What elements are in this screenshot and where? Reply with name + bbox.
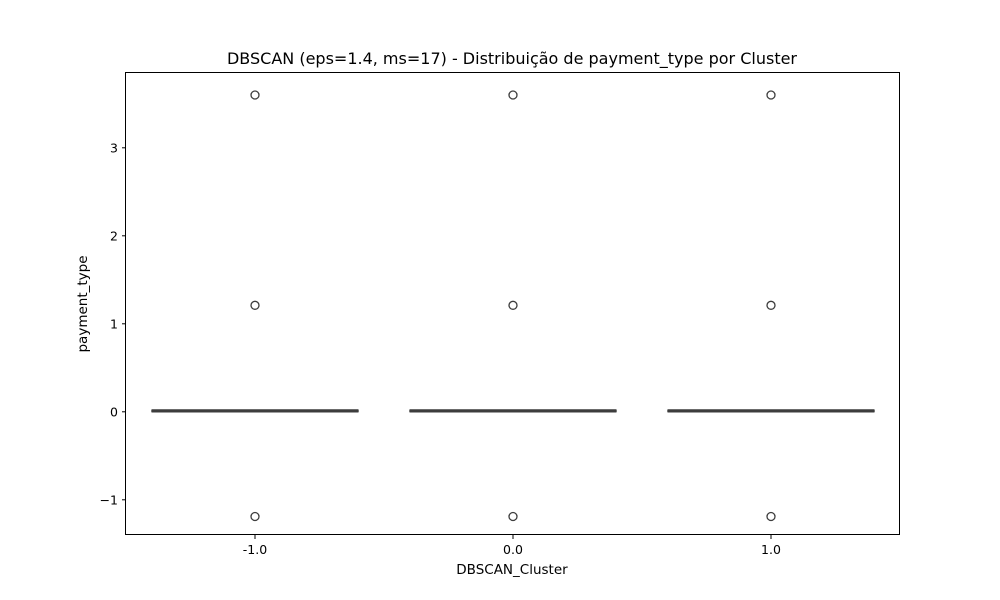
y-tick-label: 3 bbox=[110, 140, 118, 155]
outlier-point bbox=[508, 90, 518, 100]
y-tick-label: 0 bbox=[110, 404, 118, 419]
y-tick-label: −1 bbox=[100, 492, 118, 507]
x-tick-label: 0.0 bbox=[503, 542, 523, 557]
x-tick-label: 1.0 bbox=[761, 542, 781, 557]
y-axis-label: payment_type bbox=[75, 255, 91, 352]
y-tick-label: 1 bbox=[110, 316, 118, 331]
plot-area: −1 0 1 2 3 -1.0 0.0 1.0 bbox=[100, 90, 875, 557]
outlier-point bbox=[766, 300, 776, 310]
outlier-point bbox=[250, 90, 260, 100]
outlier-point bbox=[508, 300, 518, 310]
outlier-point bbox=[508, 511, 518, 522]
x-tick-label: -1.0 bbox=[243, 542, 267, 557]
outlier-point bbox=[250, 511, 260, 522]
chart-title: DBSCAN (eps=1.4, ms=17) - Distribuição d… bbox=[227, 49, 797, 69]
outlier-point bbox=[250, 300, 260, 310]
y-tick-label: 2 bbox=[110, 228, 118, 243]
outlier-point bbox=[766, 90, 776, 100]
x-axis-label: DBSCAN_Cluster bbox=[456, 562, 568, 578]
outlier-point bbox=[766, 511, 776, 522]
axes-frame bbox=[125, 72, 900, 535]
